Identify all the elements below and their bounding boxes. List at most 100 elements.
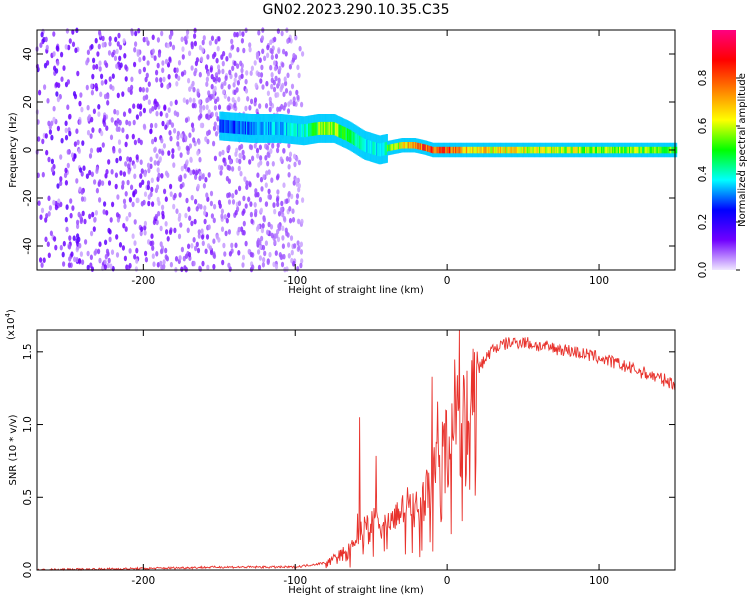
spectrogram-track-core [536, 146, 539, 154]
spectrogram-track-core [295, 123, 298, 137]
spectrogram-speckle [231, 97, 235, 103]
spectrogram-speckle [52, 51, 56, 57]
spectrogram-speckle [99, 91, 103, 98]
spectrogram-speckle [223, 80, 227, 86]
spectrogram-speckle [109, 134, 114, 141]
spectrogram-track-core [351, 131, 354, 145]
spectrogram-speckle [226, 105, 230, 111]
spectrogram-speckle [227, 144, 231, 151]
spectrogram-speckle [67, 262, 71, 268]
spectrogram-speckle [256, 224, 261, 230]
spectrogram-track-core [221, 119, 224, 133]
spectrogram-speckle [241, 262, 245, 268]
spectrogram-speckle [295, 199, 299, 205]
spectrogram-speckle [205, 192, 209, 198]
spectrogram-speckle [149, 122, 154, 129]
spectrogram-speckle [201, 260, 205, 267]
spectrogram-track-core [627, 146, 630, 154]
spectrogram-speckle [202, 35, 206, 41]
spectrogram-speckle [196, 150, 200, 156]
spectrogram-speckle [64, 120, 68, 127]
spectrogram-speckle [206, 70, 210, 77]
spectrogram-speckle [192, 237, 196, 243]
spectrogram-speckle [188, 86, 192, 92]
spectrogram-track-core [348, 129, 351, 142]
spectrogram-track-core [329, 121, 333, 135]
spectrogram-track-core [405, 142, 408, 149]
spectrogram-speckle [176, 111, 180, 118]
spectrogram-track-core [233, 120, 237, 134]
spectrogram-speckle [184, 253, 189, 259]
spectrogram-speckle [275, 197, 280, 203]
spectrogram-track-core [387, 144, 390, 152]
spectrogram-speckle [207, 224, 211, 230]
spectrogram-y-tick-label: -20 [22, 189, 34, 206]
spectrogram-track-core [345, 127, 348, 141]
spectrogram-track-core [592, 146, 595, 154]
spectrogram-track-core [644, 146, 647, 154]
spectrogram-speckle [95, 187, 99, 194]
spectrogram-speckle [132, 103, 136, 109]
spectrogram-speckle [292, 260, 296, 267]
spectrogram-track-core [468, 146, 471, 154]
spectrogram-speckle [251, 264, 255, 271]
spectrogram-track-core [473, 146, 476, 154]
snr-axes: -200 -100 0 100 0.0 0.5 1.0 1.5 [22, 330, 675, 587]
spectrogram-speckle [39, 257, 43, 263]
spectrogram-speckle [43, 62, 48, 69]
spectrogram-track-core [489, 146, 492, 154]
spectrogram-speckle [128, 156, 132, 163]
spectrogram-track-core [241, 121, 244, 135]
spectrogram-speckle [66, 162, 70, 169]
spectrogram-speckle [90, 171, 94, 178]
spectrogram-speckle [221, 149, 225, 156]
spectrogram-speckle [210, 213, 214, 219]
spectrogram-speckle [188, 132, 192, 138]
spectrogram-speckle [124, 161, 128, 167]
spectrogram-speckle [288, 64, 292, 70]
spectrogram-track-core [464, 146, 467, 154]
snr-background [37, 330, 675, 570]
spectrogram-speckle [286, 232, 290, 238]
spectrogram-speckle [149, 156, 153, 163]
spectrogram-track-core [452, 146, 455, 154]
spectrogram-speckle [270, 72, 274, 78]
spectrogram-track-core [478, 146, 481, 154]
snr-panel: -200 -100 0 100 0.0 0.5 1.0 1.5 (x104) Height o… [4, 309, 676, 596]
spectrogram-speckle [287, 164, 291, 170]
spectrogram-speckle [138, 104, 143, 110]
spectrogram-speckle [180, 266, 184, 273]
spectrogram-speckle [185, 197, 189, 204]
spectrogram-track-core [428, 145, 431, 153]
spectrogram-speckle [297, 245, 301, 251]
spectrogram-speckle [64, 134, 69, 141]
spectrogram-speckle [60, 76, 64, 82]
spectrogram-track-core [565, 146, 568, 154]
spectrogram-speckle [194, 198, 198, 205]
spectrogram-track-core [236, 120, 239, 134]
spectrogram-track-core [242, 121, 245, 135]
spectrogram-speckle [236, 46, 240, 53]
spectrogram-speckle [106, 93, 110, 100]
spectrogram-speckle [153, 98, 157, 105]
spectrogram-speckle [42, 257, 46, 264]
spectrogram-speckle [270, 177, 274, 183]
spectrogram-track-core [491, 146, 494, 154]
spectrogram-speckle [134, 41, 138, 47]
spectrogram-speckle [198, 99, 202, 105]
spectrogram-speckle [239, 60, 243, 67]
colorbar-tick-label: 0.6 [697, 117, 709, 134]
spectrogram-speckle [177, 233, 182, 240]
spectrogram-speckle [151, 245, 155, 251]
spectrogram-speckle [191, 102, 195, 109]
spectrogram-speckle [198, 156, 202, 163]
spectrogram-track-core [406, 142, 409, 149]
spectrogram-track-core [360, 136, 363, 150]
spectrogram-track-core [413, 142, 416, 149]
spectrogram-track-core [436, 146, 439, 154]
spectrogram-speckle [246, 96, 250, 102]
spectrogram-speckle [130, 184, 134, 191]
spectrogram-speckle [73, 141, 77, 147]
spectrogram-track-core [442, 146, 446, 154]
spectrogram-track-core [599, 146, 602, 154]
